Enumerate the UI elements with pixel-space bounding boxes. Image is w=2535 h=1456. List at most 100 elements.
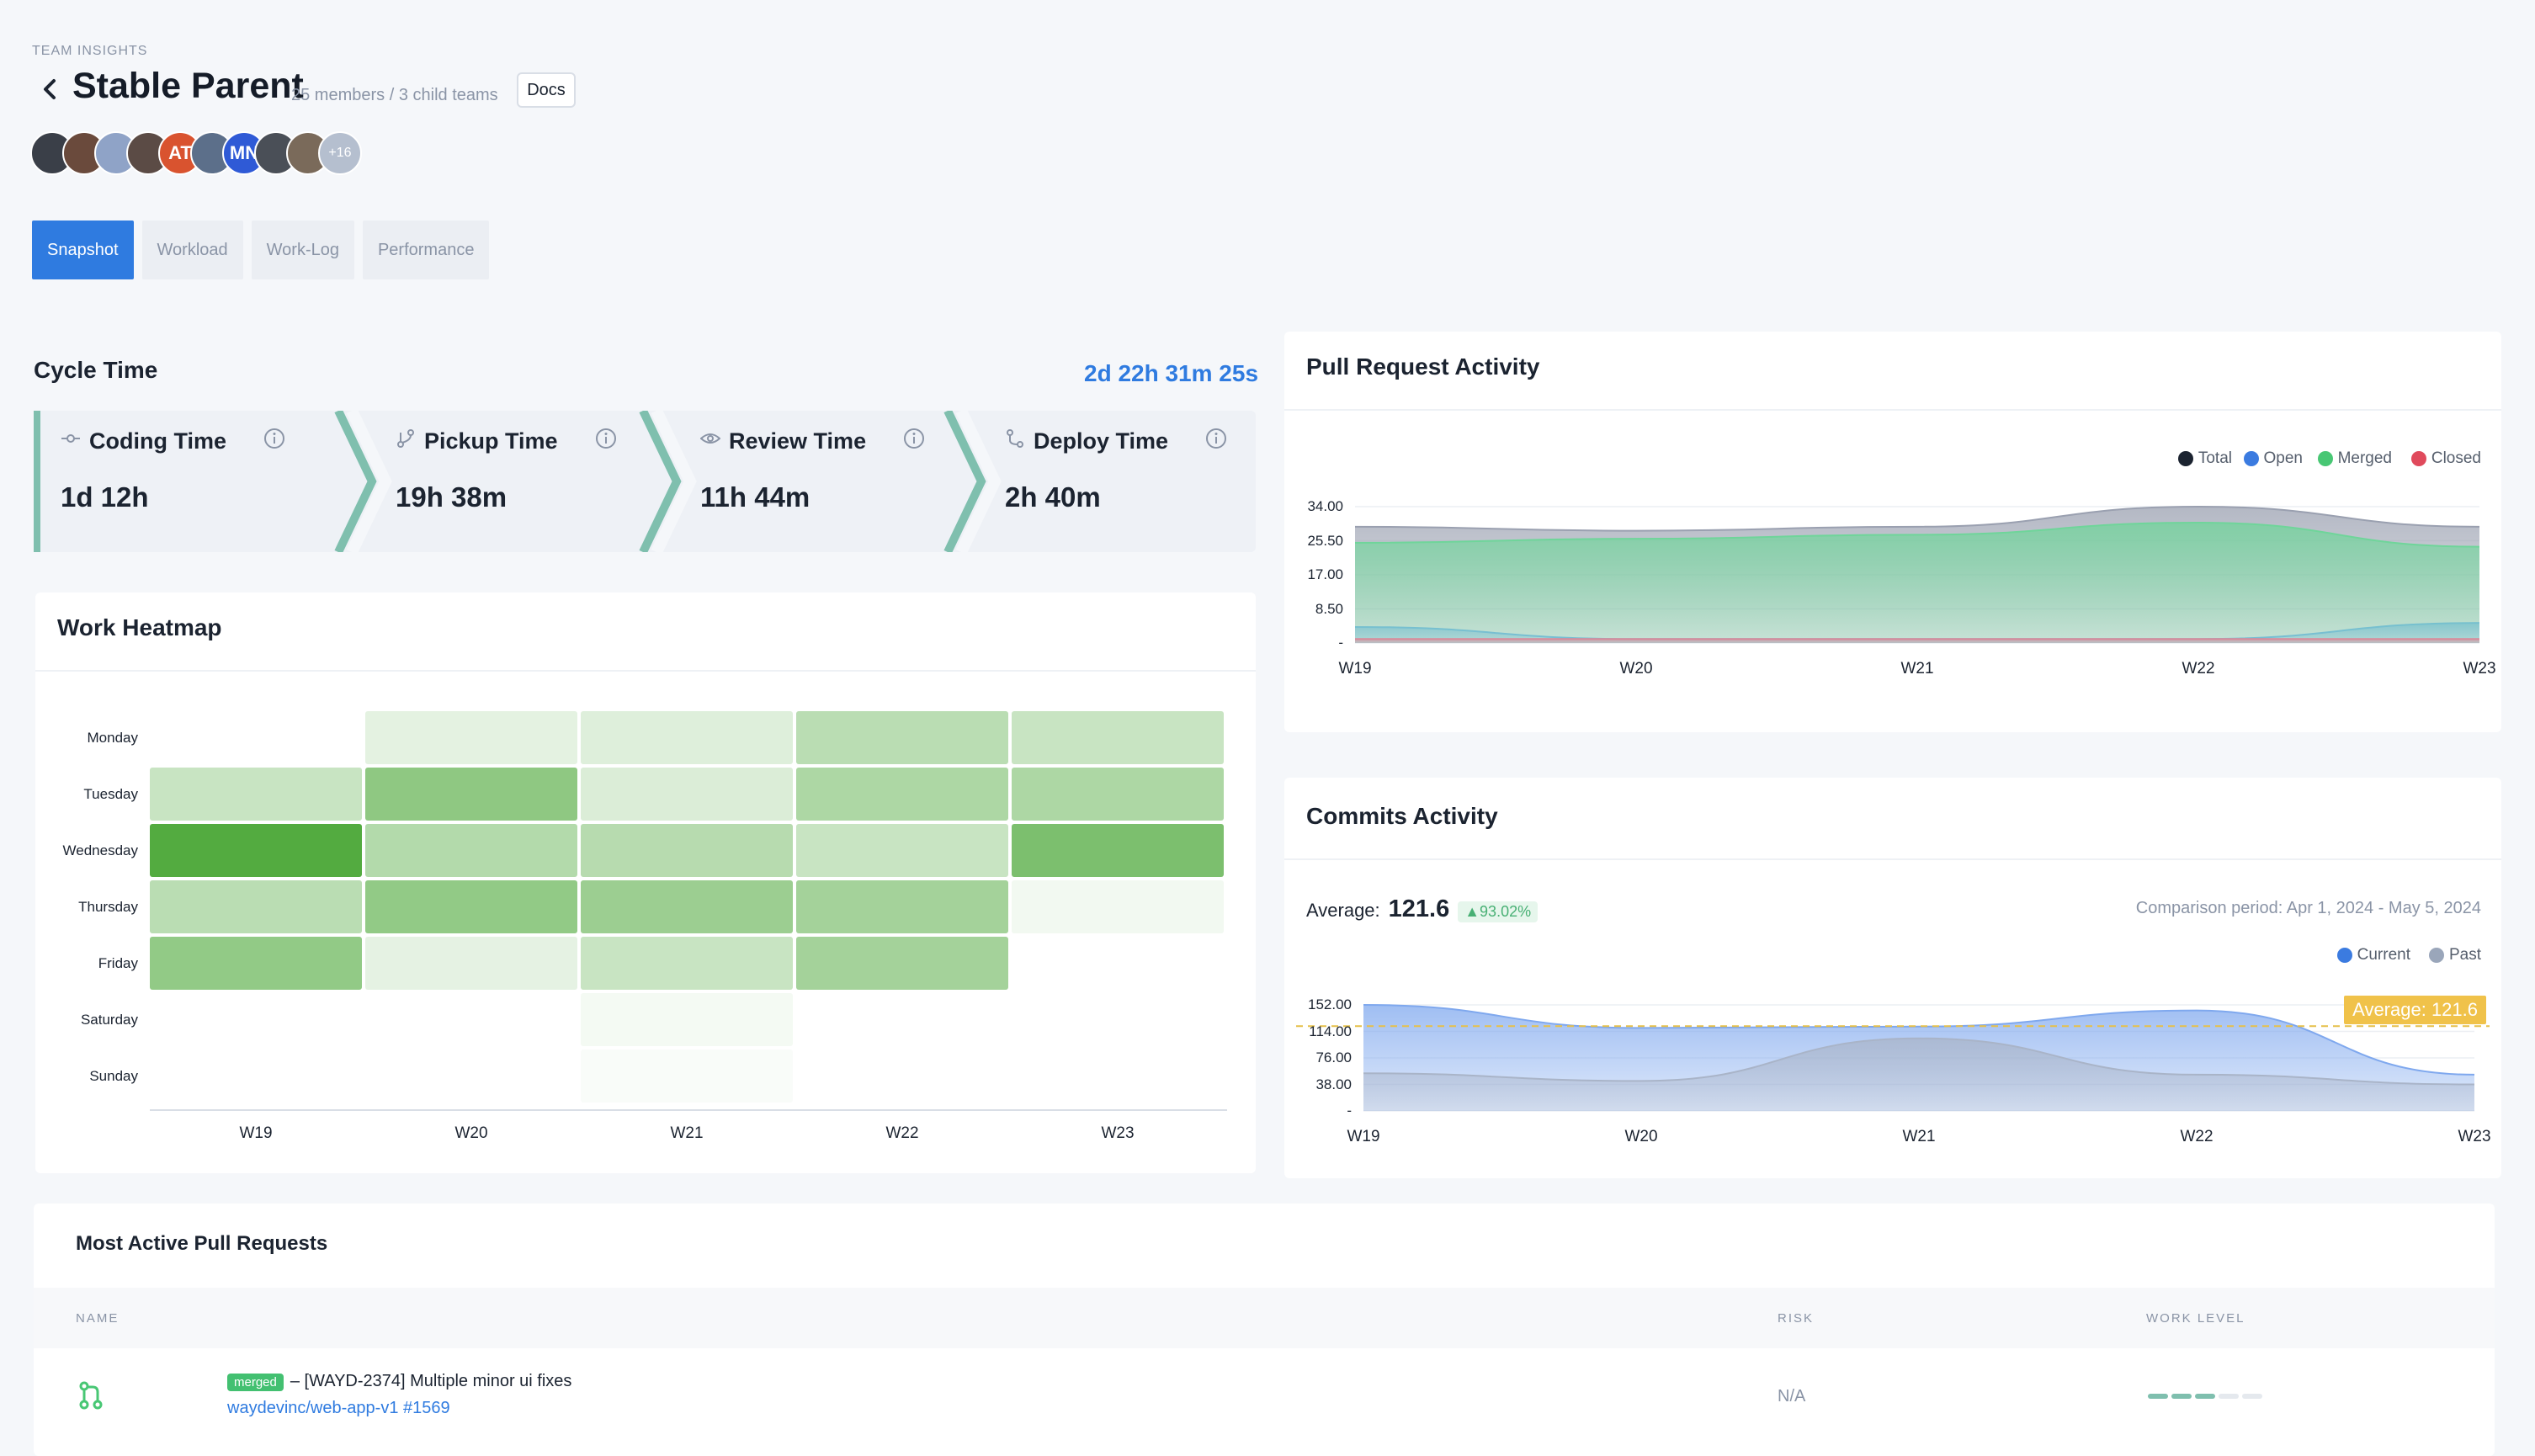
series-area-past[interactable]	[1363, 1038, 2474, 1111]
heatmap-cell[interactable]	[1012, 937, 1224, 990]
heatmap-cell[interactable]	[150, 1049, 362, 1103]
legend-dot	[2317, 451, 2333, 466]
heatmap-cell[interactable]	[1012, 993, 1224, 1046]
heatmap-cell[interactable]	[796, 1049, 1008, 1103]
heatmap-cell[interactable]	[796, 768, 1008, 821]
column-work-level: WORK LEVEL	[2146, 1311, 2245, 1326]
legend-label: Open	[2263, 449, 2303, 467]
info-icon[interactable]	[903, 428, 925, 455]
heatmap-divider	[35, 670, 1256, 672]
docs-button[interactable]: Docs	[517, 72, 576, 108]
y-tick-label: -	[1347, 1103, 1352, 1119]
heatmap-cell[interactable]	[150, 880, 362, 933]
heatmap-cell[interactable]	[1012, 1049, 1224, 1103]
commit-icon	[61, 428, 81, 454]
heatmap-cell[interactable]	[365, 824, 577, 877]
heatmap-cell[interactable]	[796, 711, 1008, 764]
heatmap-cell[interactable]	[1012, 880, 1224, 933]
y-tick-label: 152.00	[1308, 996, 1352, 1012]
info-icon[interactable]	[1205, 428, 1227, 455]
heatmap-cell[interactable]	[365, 711, 577, 764]
week-label-w23: W23	[1101, 1124, 1135, 1142]
member-avatar[interactable]: AT	[158, 131, 202, 175]
day-label-saturday: Saturday	[80, 1012, 138, 1028]
eyebrow-label: TEAM INSIGHTS	[32, 44, 148, 58]
legend-open[interactable]: Open	[2243, 449, 2303, 468]
tab-workload[interactable]: Workload	[141, 221, 243, 279]
week-label-w22: W22	[885, 1124, 919, 1142]
commits-activity-divider	[1284, 858, 2501, 860]
heatmap-cell[interactable]	[581, 1049, 793, 1103]
heatmap-cell[interactable]	[150, 993, 362, 1046]
heatmap-cell[interactable]	[796, 937, 1008, 990]
x-tick-label: W23	[2458, 1128, 2491, 1145]
heatmap-cell[interactable]	[365, 937, 577, 990]
stage-name: Review Time	[729, 428, 867, 454]
heatmap-cell[interactable]	[581, 768, 793, 821]
heatmap-cell[interactable]	[150, 711, 362, 764]
stage-name: Deploy Time	[1034, 428, 1169, 454]
heatmap-title: Work Heatmap	[57, 614, 222, 640]
commits-average: Average: 121.6 ▲93.02%	[1306, 895, 1539, 923]
heatmap-cell[interactable]	[1012, 768, 1224, 821]
average-tag: Average: 121.6	[2344, 996, 2486, 1025]
info-icon[interactable]	[595, 428, 617, 455]
more-members-avatar[interactable]: +16	[318, 131, 362, 175]
stage-label-review-time: Review Time	[699, 428, 925, 455]
heatmap-cell[interactable]	[581, 880, 793, 933]
legend-label: Total	[2198, 449, 2232, 467]
series-line-current	[1363, 1004, 2475, 1076]
series-area-merged[interactable]	[1355, 523, 2479, 643]
legend-current[interactable]: Current	[2336, 946, 2410, 964]
day-label-monday: Monday	[87, 730, 138, 746]
work-level-meter	[2148, 1394, 2262, 1399]
stage-name: Coding Time	[89, 428, 227, 454]
pull-request-icon	[79, 1381, 103, 1410]
x-tick-label: W23	[2463, 660, 2496, 678]
legend-dot	[2336, 948, 2352, 963]
heatmap-cell[interactable]	[1012, 824, 1224, 877]
heatmap-cell[interactable]	[796, 993, 1008, 1046]
y-tick-label: -	[1338, 635, 1343, 651]
stage-value: 11h 44m	[700, 481, 810, 513]
heatmap-cell[interactable]	[581, 711, 793, 764]
series-line-merged	[1354, 522, 2480, 548]
heatmap-cell[interactable]	[796, 824, 1008, 877]
heatmap-cell[interactable]	[150, 937, 362, 990]
heatmap-cell[interactable]	[150, 824, 362, 877]
heatmap-cell[interactable]	[796, 880, 1008, 933]
heatmap-cell[interactable]	[365, 993, 577, 1046]
legend-total[interactable]: Total	[2177, 449, 2232, 468]
info-icon[interactable]	[263, 428, 285, 455]
heatmap-cell[interactable]	[1012, 711, 1224, 764]
eye-icon	[699, 428, 721, 454]
cycle-time-title: Cycle Time	[34, 357, 158, 383]
tab-snapshot[interactable]: Snapshot	[32, 221, 134, 279]
tab-bar: Snapshot Workload Work-Log Performance	[32, 221, 490, 279]
table-row[interactable]: merged – [WAYD-2374] Multiple minor ui fi…	[34, 1348, 2495, 1456]
heatmap-cell[interactable]	[365, 768, 577, 821]
pr-activity-divider	[1284, 409, 2501, 411]
heatmap-cell[interactable]	[150, 768, 362, 821]
most-active-prs-card: Most Active Pull Requests NAME RISK WORK…	[34, 1204, 2495, 1456]
tab-work-log[interactable]: Work-Log	[251, 221, 354, 279]
pr-repo-link[interactable]: waydevinc/web-app-v1 #1569	[227, 1399, 450, 1417]
legend-label: Merged	[2337, 449, 2392, 467]
series-area-closed[interactable]	[1355, 639, 2479, 643]
legend-past[interactable]: Past	[2428, 946, 2481, 964]
heatmap-cell[interactable]	[581, 993, 793, 1046]
heatmap-cell[interactable]	[581, 824, 793, 877]
week-label-w21: W21	[670, 1124, 704, 1142]
average-label: Average:	[1306, 900, 1380, 921]
heatmap-cell[interactable]	[365, 880, 577, 933]
week-label-w19: W19	[239, 1124, 273, 1142]
tab-performance[interactable]: Performance	[362, 221, 490, 279]
team-summary: 25 members / 3 child teams	[291, 86, 498, 104]
pr-activity-card: Pull Request Activity Closed Merged Open To…	[1284, 332, 2501, 732]
legend-closed[interactable]: Closed	[2410, 449, 2481, 468]
heatmap-cell[interactable]	[581, 937, 793, 990]
pr-title-line[interactable]: merged – [WAYD-2374] Multiple minor ui fi…	[227, 1372, 571, 1391]
heatmap-cell[interactable]	[365, 1049, 577, 1103]
back-arrow-icon[interactable]	[35, 74, 66, 104]
legend-merged[interactable]: Merged	[2317, 449, 2392, 468]
